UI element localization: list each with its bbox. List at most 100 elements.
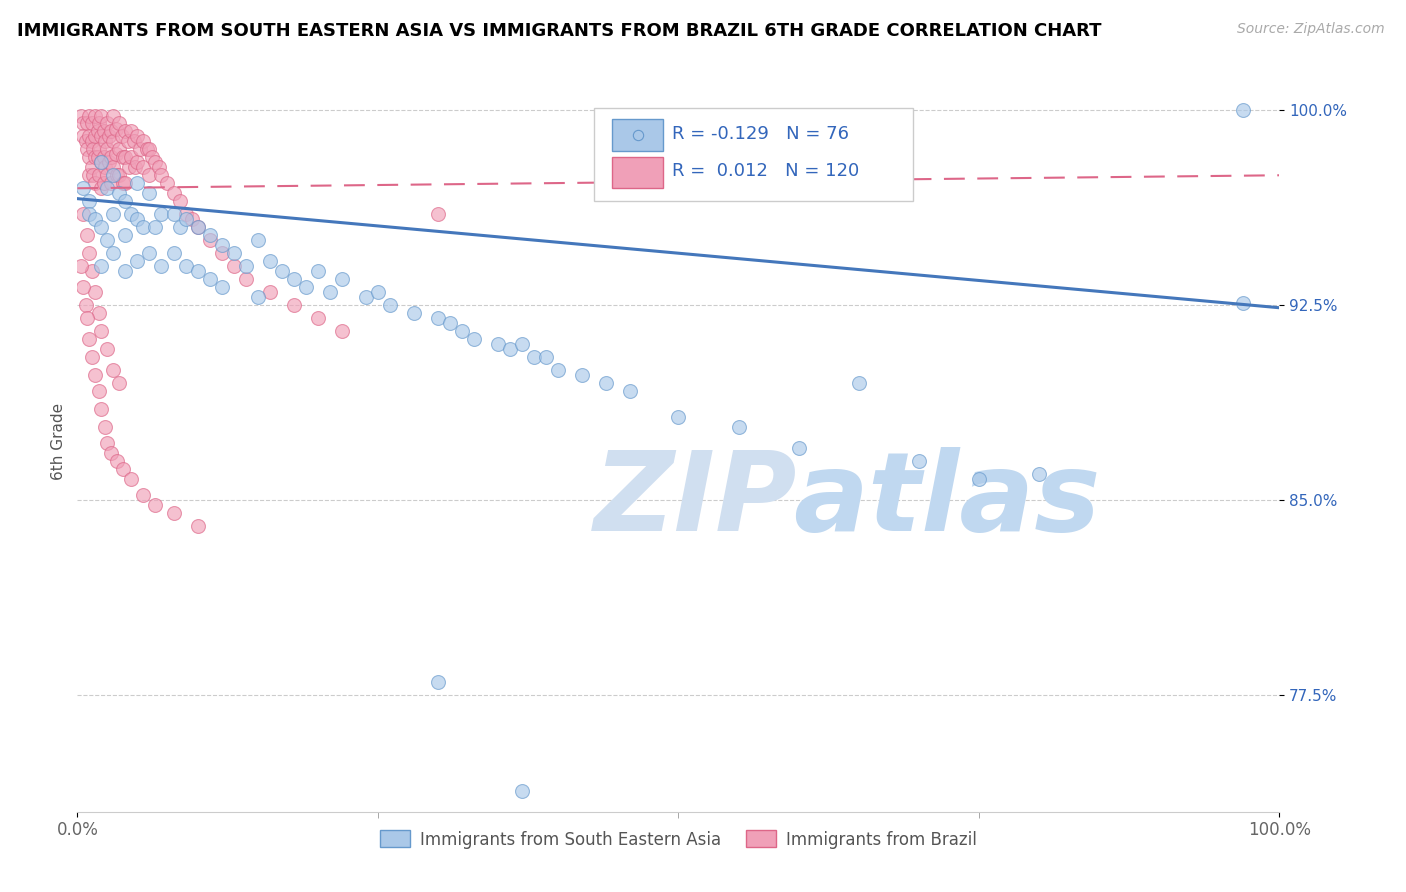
Point — [103, 109, 125, 123]
FancyBboxPatch shape — [612, 156, 662, 187]
Point — [84, 150, 107, 164]
Point — [79, 129, 101, 144]
Point — [283, 298, 305, 312]
Point — [80, 116, 103, 130]
Point — [486, 337, 509, 351]
Point — [90, 220, 112, 235]
Point — [1232, 103, 1254, 118]
Point — [908, 454, 931, 468]
Point — [619, 384, 641, 398]
Point — [90, 324, 112, 338]
Point — [80, 264, 103, 278]
Point — [76, 227, 98, 242]
Point — [141, 150, 163, 164]
Point — [87, 168, 110, 182]
Point — [367, 285, 389, 300]
Point — [127, 176, 149, 190]
Point — [105, 454, 128, 468]
Point — [122, 135, 145, 149]
Point — [138, 186, 160, 201]
Point — [127, 155, 149, 169]
Point — [96, 181, 118, 195]
Y-axis label: 6th Grade: 6th Grade — [51, 403, 66, 480]
Point — [319, 285, 342, 300]
Point — [72, 280, 94, 294]
Point — [330, 272, 353, 286]
Point — [114, 194, 136, 209]
Point — [132, 135, 155, 149]
Point — [105, 168, 128, 182]
Point — [148, 161, 170, 175]
Text: IMMIGRANTS FROM SOUTH EASTERN ASIA VS IMMIGRANTS FROM BRAZIL 6TH GRADE CORRELATI: IMMIGRANTS FROM SOUTH EASTERN ASIA VS IM… — [17, 22, 1101, 40]
Point — [104, 121, 127, 136]
Point — [128, 142, 150, 156]
Point — [87, 116, 110, 130]
Point — [93, 176, 115, 190]
Point — [787, 441, 810, 455]
Point — [439, 316, 461, 330]
Point — [84, 285, 107, 300]
Point — [96, 116, 118, 130]
Point — [80, 161, 103, 175]
Point — [100, 446, 122, 460]
Point — [94, 161, 117, 175]
Point — [79, 207, 101, 221]
Point — [145, 498, 167, 512]
Point — [259, 285, 281, 300]
Point — [283, 272, 305, 286]
Point — [96, 435, 118, 450]
Point — [111, 129, 134, 144]
Point — [75, 298, 97, 312]
Point — [103, 207, 125, 221]
Point — [94, 135, 117, 149]
Point — [259, 254, 281, 268]
Point — [100, 176, 122, 190]
Point — [87, 306, 110, 320]
Point — [451, 324, 474, 338]
Point — [186, 264, 209, 278]
Point — [198, 272, 221, 286]
Point — [114, 150, 136, 164]
Point — [79, 332, 101, 346]
Point — [87, 142, 110, 156]
Point — [222, 246, 245, 260]
Point — [84, 368, 107, 383]
Point — [198, 233, 221, 247]
Point — [72, 207, 94, 221]
Point — [103, 161, 125, 175]
Point — [120, 472, 142, 486]
Point — [211, 280, 233, 294]
Point — [75, 135, 97, 149]
Point — [80, 350, 103, 364]
Point — [120, 150, 142, 164]
Point — [235, 272, 257, 286]
Point — [87, 124, 110, 138]
Point — [111, 462, 134, 476]
Point — [510, 337, 533, 351]
Point — [79, 109, 101, 123]
Point — [108, 168, 131, 182]
Legend: Immigrants from South Eastern Asia, Immigrants from Brazil: Immigrants from South Eastern Asia, Immi… — [373, 823, 984, 855]
Point — [211, 238, 233, 252]
Point — [138, 168, 160, 182]
Point — [118, 161, 141, 175]
FancyBboxPatch shape — [595, 109, 912, 201]
Point — [100, 124, 122, 138]
Point — [96, 142, 118, 156]
Point — [79, 150, 101, 164]
Point — [103, 246, 125, 260]
Point — [93, 124, 115, 138]
Point — [114, 124, 136, 138]
Point — [463, 332, 485, 346]
Point — [222, 259, 245, 273]
Point — [127, 129, 149, 144]
Point — [80, 135, 103, 149]
Point — [145, 220, 167, 235]
Text: atlas: atlas — [793, 447, 1099, 554]
Point — [100, 150, 122, 164]
Point — [114, 264, 136, 278]
Point — [427, 674, 450, 689]
Point — [94, 420, 117, 434]
Point — [90, 181, 112, 195]
Point — [138, 246, 160, 260]
